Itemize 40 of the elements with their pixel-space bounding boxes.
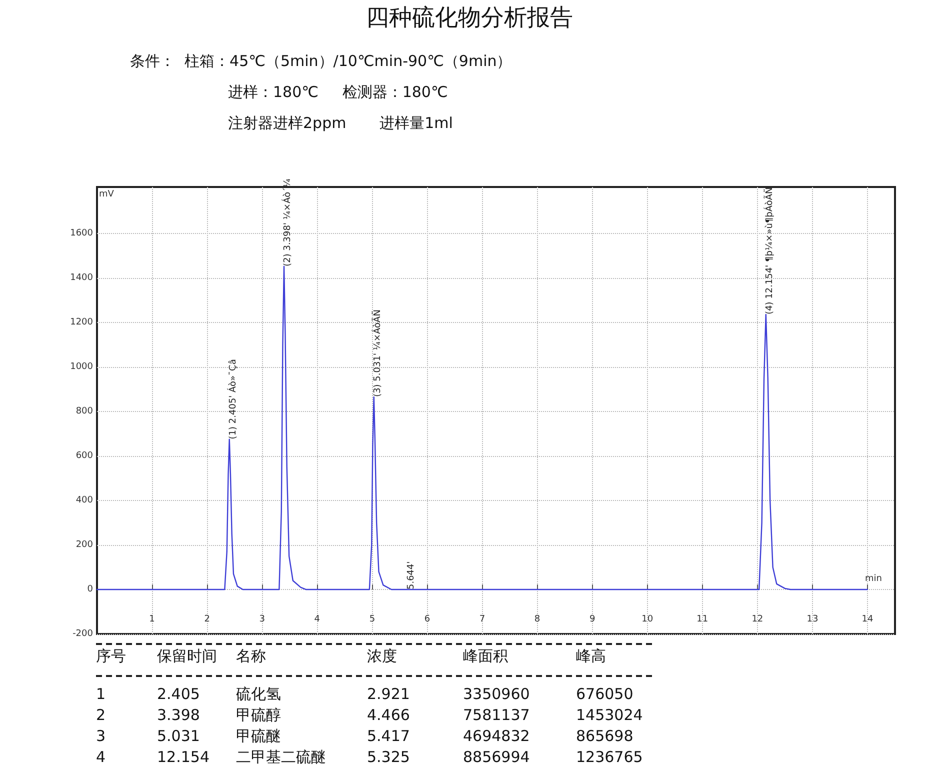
- text: 进样：180℃ 检测器：180℃: [228, 83, 448, 102]
- x-tick-label: 1: [149, 614, 155, 624]
- y-tick-label: 1400: [70, 273, 94, 284]
- x-tick-label: 5: [369, 614, 376, 624]
- y-tick-label: 400: [76, 496, 94, 506]
- annotation: (2) 3.398' ¼×Áò´¼: [281, 178, 294, 266]
- annotation: (4) 12.154' ¶þ¼×»ù¶þÁòÃÑ: [762, 187, 775, 314]
- y-tick-label: 800: [76, 406, 94, 417]
- annotation: 5.644': [406, 561, 417, 590]
- x-tick-label: 9: [589, 614, 596, 624]
- x-tick-label: 11: [696, 614, 708, 624]
- x-tick-label: 12: [752, 614, 764, 624]
- y-tick-label: 1200: [70, 318, 94, 328]
- y-tick-label: -200: [72, 629, 94, 639]
- text: 序号 保留时间 名称 浓度 峰面积 峰高: [96, 647, 606, 665]
- y-tick-label: 1000: [70, 362, 94, 372]
- annotation: (3) 5.031' ¼×ÁòÃÑ: [370, 310, 383, 397]
- text: 3 5.031 甲硫醚 5.417 4694832 865698: [96, 727, 634, 745]
- x-tick-label: 6: [424, 614, 430, 624]
- x-tick-label: 2: [204, 614, 210, 624]
- text: 注射器进样2ppm 进样量1ml: [228, 114, 453, 133]
- y-tick-label: 200: [76, 540, 94, 550]
- chart-title: 四种硫化物分析报告: [365, 4, 574, 33]
- text: 1 2.405 硫化氢 2.921 3350960 676050: [96, 685, 634, 703]
- text: 条件： 柱箱：45℃（5min）/10℃min-90℃（9min）: [130, 52, 512, 71]
- y-axis-title: mV: [99, 190, 115, 200]
- annotation: (1) 2.405' Áò»¯Çâ: [226, 359, 238, 440]
- x-tick-label: 13: [806, 614, 818, 624]
- y-tick-label: 1600: [70, 228, 94, 239]
- y-tick-label: 600: [76, 451, 94, 462]
- text: 4 12.154 二甲基二硫醚 5.325 8856994 1236765: [96, 748, 643, 766]
- x-tick-label: 3: [259, 614, 265, 624]
- x-tick-label: 10: [642, 614, 654, 624]
- x-tick-label: 4: [314, 614, 320, 624]
- x-tick-label: 14: [862, 614, 874, 624]
- x-axis-title: min: [865, 574, 882, 584]
- x-tick-label: 7: [479, 614, 486, 624]
- y-tick-label: 0: [87, 584, 94, 595]
- x-tick-label: 8: [534, 614, 540, 624]
- text: 2 3.398 甲硫醇 4.466 7581137 1453024: [96, 706, 643, 724]
